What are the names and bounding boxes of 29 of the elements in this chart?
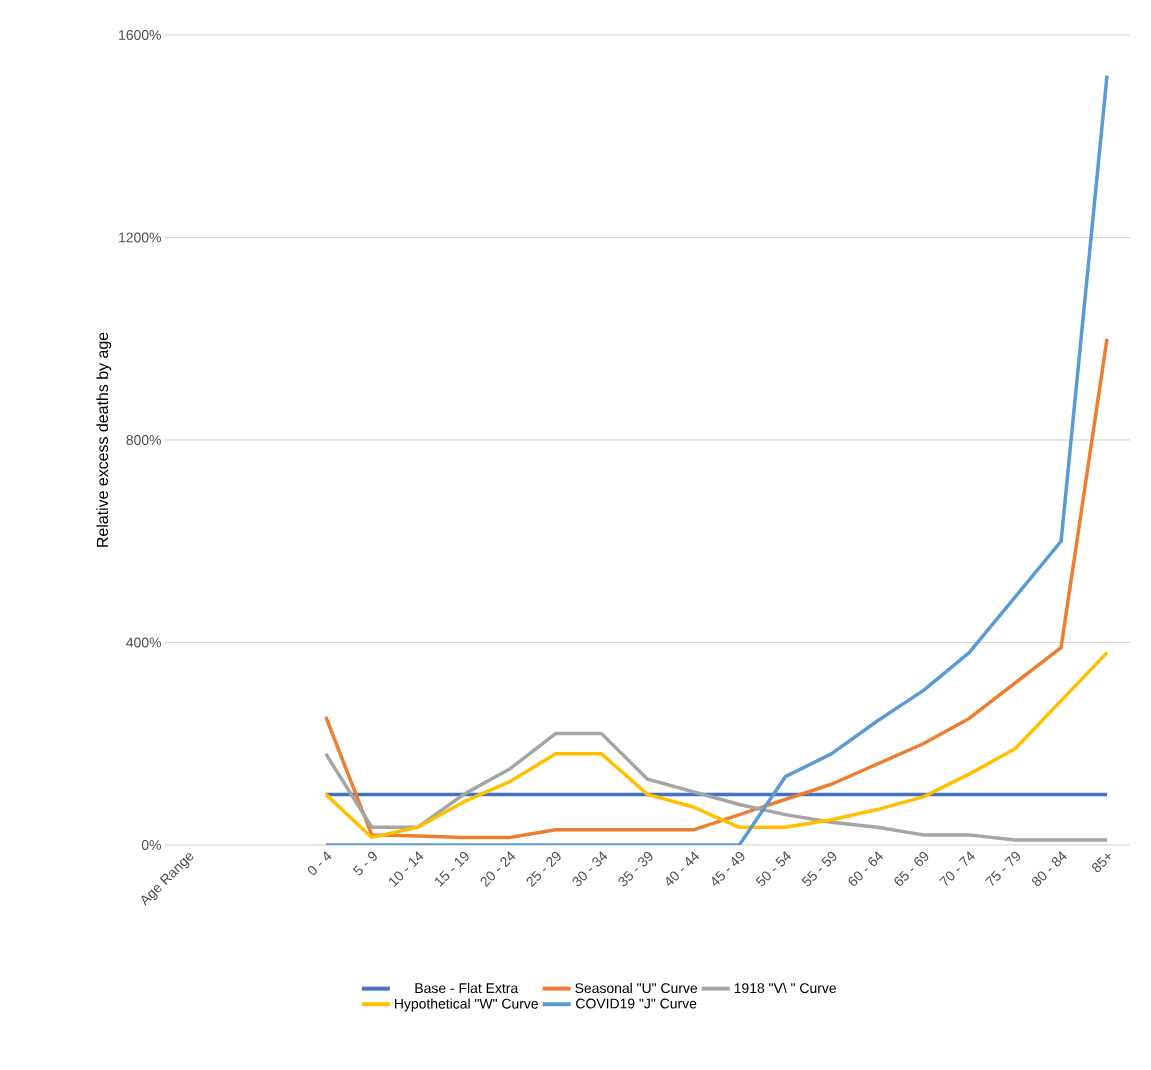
x-tick-label: 35 - 39 bbox=[618, 851, 653, 887]
legend-label: Seasonal "U" Curve bbox=[575, 982, 698, 994]
y-tick-label: 800% bbox=[126, 435, 161, 445]
x-tick-label: 55 - 59 bbox=[801, 851, 837, 887]
y-tick-label: 400% bbox=[126, 637, 161, 648]
x-tick-label: 70 - 74 bbox=[939, 851, 975, 886]
x-tick-label: 20 - 24 bbox=[480, 851, 516, 888]
x-tick-label: 30 - 34 bbox=[572, 851, 608, 887]
y-tick-label: 1600% bbox=[119, 30, 161, 40]
y-tick-label: 1200% bbox=[119, 232, 161, 243]
x-tick-label: 45 - 49 bbox=[712, 851, 745, 886]
y-tick-label: 0% bbox=[141, 840, 161, 850]
legend-label: Base - Flat Extra bbox=[415, 982, 519, 994]
x-tick-label: 15 - 19 bbox=[435, 851, 469, 887]
x-tick-label: 75 - 79 bbox=[985, 851, 1021, 886]
x-tick-label: 40 - 44 bbox=[666, 851, 700, 886]
legend-label: Hypothetical "W" Curve bbox=[395, 998, 538, 1012]
legend-label: 1918 "V\ " Curve bbox=[734, 982, 836, 994]
x-tick-label: 0 - 4 bbox=[307, 851, 332, 875]
x-tick-label: 85+ bbox=[1091, 853, 1111, 873]
x-tick-label: 65 - 69 bbox=[894, 851, 929, 886]
x-tick-label: 80 - 84 bbox=[1032, 851, 1067, 887]
x-tick-label: 50 - 54 bbox=[755, 851, 791, 887]
y-axis-title: Relative excess deaths by age bbox=[96, 332, 112, 547]
x-tick-label: 5 - 9 bbox=[352, 851, 377, 876]
x-tick-label: 25 - 29 bbox=[526, 851, 561, 888]
x-tick-label: 60 - 64 bbox=[848, 851, 883, 886]
legend-label: COVID19 "J" Curve bbox=[576, 998, 697, 1009]
x-tick-label: 10 - 14 bbox=[389, 851, 424, 887]
